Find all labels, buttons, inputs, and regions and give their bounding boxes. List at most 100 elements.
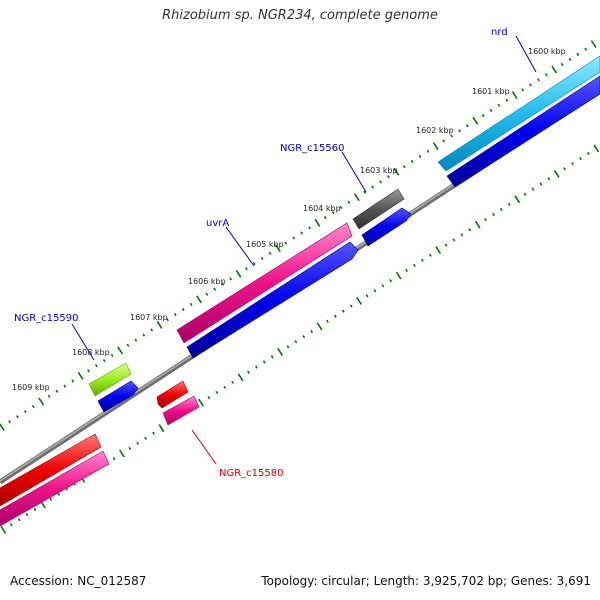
tick-major [237, 373, 244, 382]
gene-label-ngr-c15590[interactable]: NGR_c15590 [14, 313, 79, 324]
tick-major [0, 525, 7, 534]
tick-minor [379, 180, 382, 184]
tick-major [395, 271, 402, 280]
tick-minor [300, 231, 304, 235]
tick-label-1600: 1600 kbp [528, 47, 566, 56]
tick-minor [9, 523, 13, 527]
genome-summary: Topology: circular; Length: 3,925,702 bp… [261, 574, 591, 588]
tick-minor [173, 312, 177, 317]
tick-minor [294, 340, 298, 344]
tick-major [235, 269, 242, 278]
feature-uvra-cds[interactable] [186, 241, 359, 359]
tick-minor [254, 365, 258, 369]
tick-major [356, 296, 363, 305]
feature-ngr-c15590[interactable] [88, 362, 132, 397]
tick-minor [292, 236, 296, 240]
tick-minor [229, 277, 232, 281]
gene-label-nrd[interactable]: nrd [491, 27, 508, 38]
tick-minor [571, 162, 574, 166]
tick-label-1607: 1607 kbp [130, 313, 168, 322]
tick-minor [484, 217, 487, 222]
tick-major [432, 142, 439, 151]
tick-minor [25, 512, 29, 517]
gene-label-ngr-c15560[interactable]: NGR_c15560 [280, 143, 345, 154]
tick-minor [410, 159, 414, 164]
feature-pink-lower[interactable] [0, 450, 110, 527]
tick-major [156, 320, 163, 329]
tick-minor [94, 364, 98, 368]
tick-minor [244, 267, 248, 271]
tick-major [277, 347, 283, 356]
feature-red-small[interactable] [156, 380, 189, 409]
feature-nrd-cds[interactable] [446, 75, 600, 188]
feature-ngr-c15580[interactable] [162, 395, 200, 426]
tick-minor [247, 370, 250, 374]
tick-minor [341, 309, 345, 313]
tick-minor [339, 205, 343, 210]
feature-nrd[interactable] [437, 55, 600, 172]
tick-major [119, 449, 125, 458]
leader-line-nrd [515, 35, 537, 73]
tick-minor [492, 212, 495, 217]
tick-minor [363, 190, 367, 194]
tick-minor [326, 319, 329, 323]
tick-minor [373, 289, 377, 293]
tick-minor [333, 314, 337, 318]
tick-minor [426, 149, 430, 153]
gene-label-ngr-c15580[interactable]: NGR_c15580 [219, 468, 284, 479]
leader-line-ngr-c15580 [191, 429, 217, 465]
tick-minor [150, 328, 154, 332]
tick-minor [33, 507, 37, 512]
tick-minor [16, 415, 19, 419]
tick-minor [586, 151, 590, 156]
tick-minor [452, 238, 456, 242]
tick-minor [205, 292, 209, 296]
tick-minor [481, 113, 485, 118]
tick-minor [387, 175, 390, 179]
tick-minor [563, 167, 567, 171]
tick-minor [371, 185, 375, 189]
tick-minor [112, 457, 116, 461]
tick-minor [544, 73, 548, 77]
feature-ngr-c15590-cds[interactable] [97, 380, 139, 413]
tick-major [472, 116, 479, 125]
tick-minor [17, 518, 21, 522]
gene-label-uvra[interactable]: uvrA [206, 218, 229, 229]
tick-minor [57, 492, 61, 496]
leader-line-uvra [225, 226, 255, 267]
tick-minor [568, 57, 572, 62]
tick-minor [523, 192, 527, 196]
tick-minor [428, 253, 432, 257]
tick-minor [458, 129, 461, 133]
tick-minor [260, 256, 264, 261]
tick-minor [531, 187, 535, 191]
feature-red-lower[interactable] [0, 433, 102, 507]
tick-minor [252, 261, 256, 266]
tick-minor [126, 343, 130, 347]
tick-minor [31, 404, 35, 409]
tick-minor [189, 302, 193, 307]
tick-minor [468, 228, 472, 232]
tick-minor [8, 420, 11, 424]
feature-ngr-c15560-cds[interactable] [361, 207, 412, 247]
tick-major [551, 65, 558, 74]
tick-minor [207, 395, 211, 400]
tick-minor [460, 233, 464, 237]
leader-line-ngr-c15590 [71, 323, 95, 361]
tick-minor [402, 164, 406, 169]
tick-minor [136, 441, 140, 446]
tick-minor [576, 52, 580, 56]
leader-line-ngr-c15560 [341, 151, 367, 193]
tick-minor [152, 431, 155, 435]
tick-minor [405, 268, 408, 273]
tick-minor [560, 62, 564, 67]
feature-uvra[interactable] [176, 222, 353, 344]
tick-minor [128, 446, 132, 451]
tick-minor [489, 108, 493, 113]
feature-ngr-c15560[interactable] [352, 188, 405, 230]
tick-minor [71, 379, 75, 383]
tick-minor [347, 200, 351, 204]
tick-minor [302, 334, 306, 339]
tick-minor [102, 358, 106, 363]
tick-minor [231, 380, 235, 384]
